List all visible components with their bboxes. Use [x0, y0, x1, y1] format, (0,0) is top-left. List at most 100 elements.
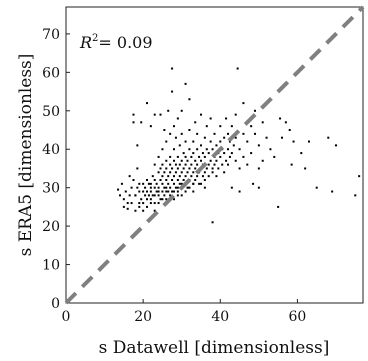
data-point	[134, 194, 137, 197]
data-point	[176, 155, 179, 158]
data-point	[142, 209, 145, 212]
data-point	[213, 132, 216, 135]
data-point	[126, 207, 129, 210]
data-point	[269, 148, 272, 151]
data-point	[232, 144, 235, 147]
data-point	[198, 155, 201, 158]
data-point	[157, 202, 160, 205]
data-point	[165, 159, 168, 162]
data-point	[194, 178, 197, 181]
data-point	[230, 152, 233, 155]
x-tick-label: 20	[134, 309, 152, 325]
data-point	[219, 125, 222, 128]
data-point	[153, 209, 156, 212]
data-point	[200, 144, 202, 147]
data-point	[196, 148, 199, 151]
data-point	[142, 190, 145, 193]
data-point	[146, 178, 148, 181]
data-points	[117, 67, 361, 224]
data-point	[227, 163, 229, 166]
data-point	[169, 132, 172, 135]
data-point	[211, 221, 214, 224]
data-point	[171, 167, 174, 170]
data-point	[234, 136, 237, 139]
data-point	[140, 121, 143, 124]
data-point	[238, 167, 241, 170]
data-point	[246, 140, 249, 143]
data-point	[203, 136, 206, 139]
x-tick-label: 0	[62, 309, 71, 325]
data-point	[180, 132, 183, 135]
data-point	[163, 194, 166, 197]
y-tick-label: 20	[42, 219, 60, 235]
r-squared-symbol: R	[79, 33, 92, 52]
data-point	[215, 159, 218, 162]
data-point	[153, 178, 156, 181]
data-point	[167, 182, 170, 185]
data-point	[155, 182, 158, 185]
data-point	[138, 190, 141, 193]
data-point	[194, 121, 197, 124]
y-tick-label: 30	[42, 181, 60, 197]
x-tick-label: 60	[289, 309, 307, 325]
plot-area	[65, 6, 364, 304]
data-point	[200, 159, 202, 162]
data-point	[149, 190, 152, 193]
data-point	[308, 140, 310, 143]
data-point	[142, 182, 145, 185]
x-axis-label: s Datawell [dimensionless]	[99, 338, 330, 358]
data-point	[257, 167, 260, 170]
data-point	[203, 155, 206, 158]
data-point	[132, 113, 135, 116]
y-tick-label: 50	[42, 104, 60, 120]
data-point	[184, 175, 187, 178]
data-point	[149, 182, 152, 185]
data-point	[153, 163, 156, 166]
data-point	[209, 140, 212, 143]
data-point	[169, 171, 172, 174]
data-point	[201, 152, 204, 155]
data-point	[142, 202, 145, 205]
data-point	[147, 182, 150, 185]
data-point	[176, 178, 179, 181]
data-point	[169, 163, 172, 166]
y-tick-label: 0	[51, 296, 60, 312]
data-point	[227, 132, 229, 135]
data-point	[171, 90, 174, 93]
data-point	[174, 186, 177, 189]
data-point	[217, 167, 220, 170]
data-point	[188, 167, 191, 170]
data-point	[178, 182, 181, 185]
data-point	[273, 155, 276, 158]
data-point	[281, 136, 283, 139]
data-point	[174, 163, 177, 166]
data-point	[161, 190, 164, 193]
data-point	[163, 171, 166, 174]
data-point	[173, 125, 175, 128]
data-point	[165, 167, 168, 170]
data-point	[201, 175, 204, 178]
axis-ticks: 0 20 40 60 0 10 20 30 40 50 60 70	[42, 27, 306, 325]
data-point	[196, 175, 199, 178]
data-point	[146, 205, 148, 208]
data-point	[300, 152, 303, 155]
data-point	[238, 148, 241, 151]
data-point	[304, 167, 307, 170]
data-point	[159, 178, 162, 181]
data-point	[138, 205, 141, 208]
data-point	[149, 202, 152, 205]
data-point	[128, 194, 131, 197]
data-point	[146, 102, 148, 105]
data-point	[171, 190, 174, 193]
data-point	[136, 186, 139, 189]
data-point	[190, 163, 193, 166]
data-point	[203, 186, 206, 189]
data-point	[147, 194, 150, 197]
data-point	[242, 132, 245, 135]
data-point	[200, 182, 202, 185]
data-point	[157, 190, 160, 193]
data-point	[176, 190, 179, 193]
data-point	[211, 171, 214, 174]
data-point	[242, 102, 245, 105]
data-point	[155, 190, 158, 193]
